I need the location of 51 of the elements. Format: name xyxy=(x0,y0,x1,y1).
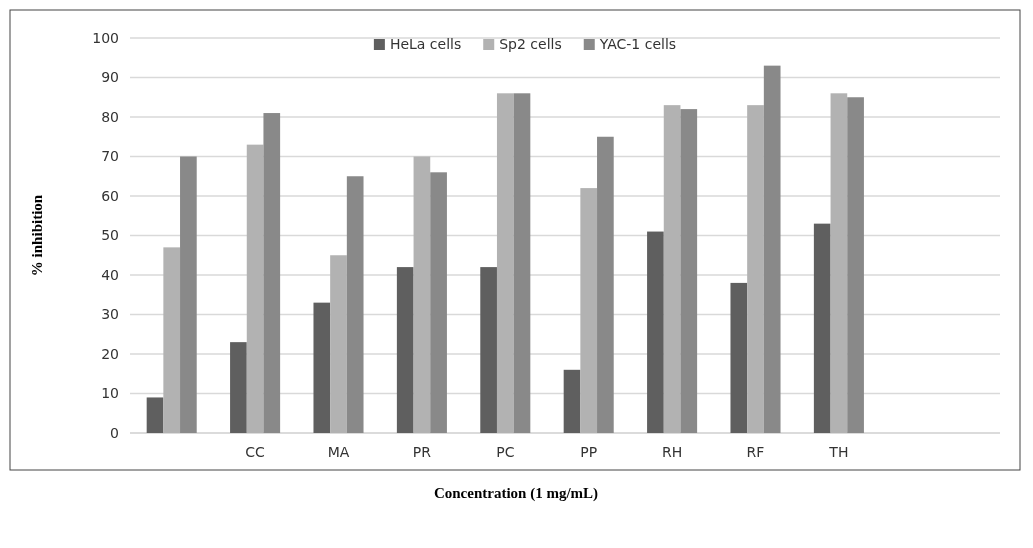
y-tick-label: 30 xyxy=(101,306,119,323)
bar xyxy=(563,369,581,433)
bar xyxy=(730,282,748,433)
legend-label: YAC-1 cells xyxy=(598,36,677,52)
legend-label: HeLa cells xyxy=(389,36,462,52)
y-tick-label: 40 xyxy=(101,266,119,283)
y-tick-label: 10 xyxy=(101,385,119,402)
legend-label: Sp2 cells xyxy=(499,36,562,52)
y-tick-label: 70 xyxy=(101,148,119,165)
bar xyxy=(163,247,181,433)
bar xyxy=(313,302,331,433)
x-tick-label: PC xyxy=(496,443,515,460)
x-tick-label: PR xyxy=(412,443,432,460)
x-tick-label: MA xyxy=(327,443,350,460)
bar xyxy=(663,105,681,433)
y-tick-label: 0 xyxy=(110,424,119,441)
bar xyxy=(830,93,848,433)
x-tick-label: PP xyxy=(580,443,598,460)
bar xyxy=(597,136,614,433)
bar xyxy=(396,267,414,433)
y-tick-label: 80 xyxy=(101,108,119,125)
bar xyxy=(330,255,347,433)
bar xyxy=(346,176,364,433)
bar xyxy=(180,156,197,433)
bar xyxy=(230,342,247,433)
bar xyxy=(513,93,531,433)
bar xyxy=(647,231,664,433)
x-axis-title: Concentration (1 mg/mL) xyxy=(433,485,599,502)
y-tick-label: 50 xyxy=(101,227,119,244)
bar xyxy=(813,223,831,433)
bar xyxy=(430,172,447,433)
x-tick-label: RF xyxy=(746,443,765,460)
bar xyxy=(263,113,281,433)
x-tick-label: CC xyxy=(245,443,266,460)
x-tick-label: TH xyxy=(828,443,849,460)
bar xyxy=(580,188,598,433)
bar xyxy=(413,156,431,433)
y-tick-label: 100 xyxy=(92,29,119,46)
bar xyxy=(847,97,864,433)
bar xyxy=(680,109,698,433)
bar xyxy=(480,267,497,433)
bar xyxy=(496,93,514,433)
y-tick-label: 90 xyxy=(101,69,119,86)
y-tick-label: 60 xyxy=(101,187,119,204)
x-tick-label: RH xyxy=(661,443,683,460)
bar xyxy=(246,144,264,433)
y-tick-label: 20 xyxy=(101,345,119,362)
bar xyxy=(146,397,164,433)
bar xyxy=(747,105,764,433)
bar xyxy=(763,65,781,433)
y-axis-title: % inhibition xyxy=(29,194,45,277)
